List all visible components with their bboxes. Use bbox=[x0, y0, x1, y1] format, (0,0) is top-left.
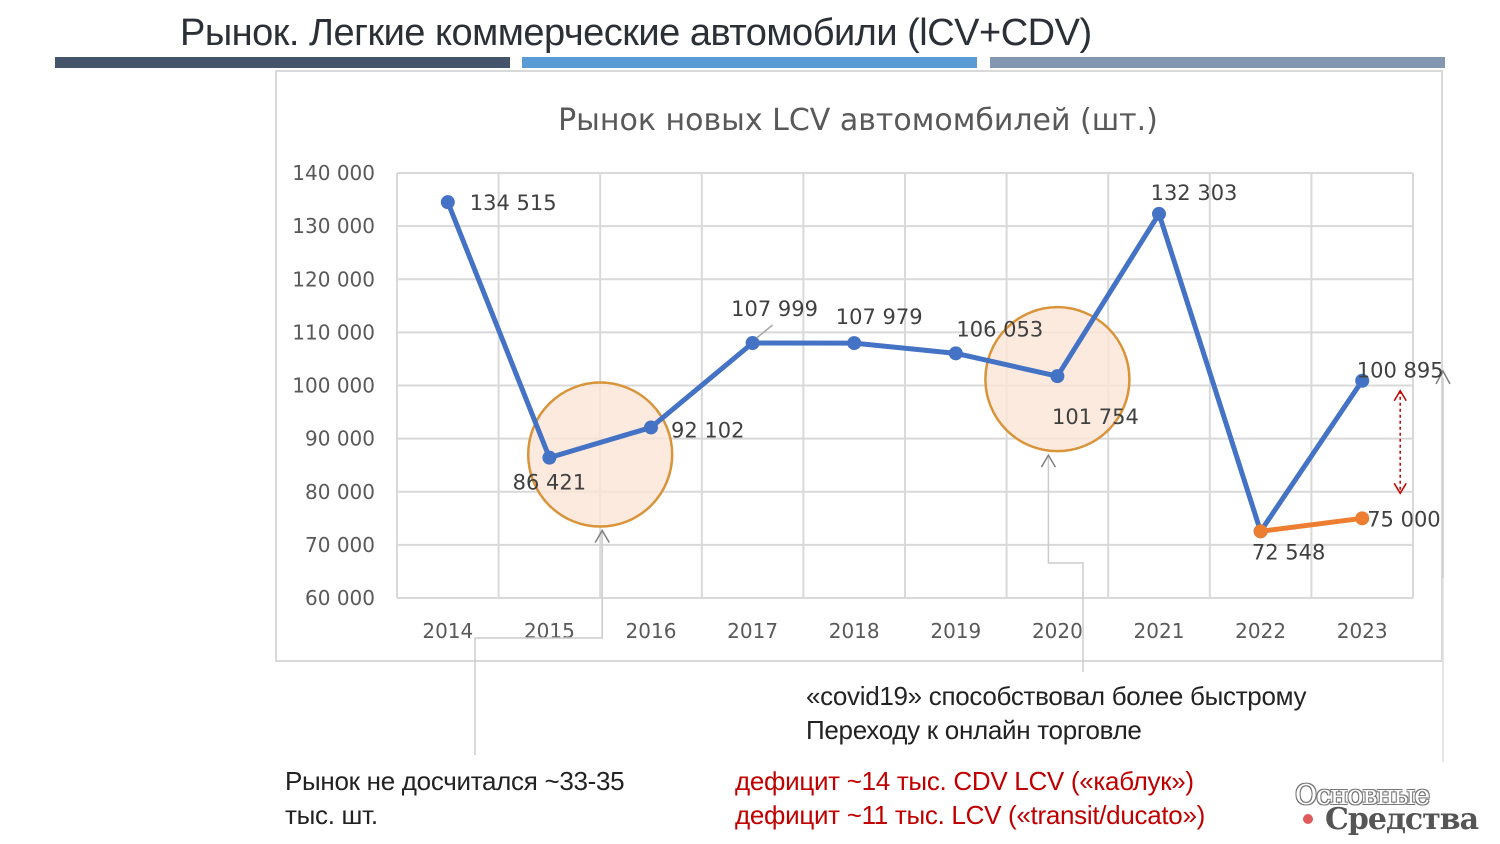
series-1-line bbox=[445, 201, 1365, 534]
series-2-point bbox=[1253, 524, 1268, 539]
title-bar-left bbox=[55, 57, 510, 68]
series-1-data-label: 132 303 bbox=[1151, 181, 1238, 205]
chart-title: Рынок новых LCV автомомбилей (шт.) bbox=[558, 103, 1158, 138]
x-tick-label: 2018 bbox=[829, 619, 880, 643]
y-tick-label: 120 000 bbox=[292, 267, 375, 291]
series-1-data-label: 107 999 bbox=[731, 297, 818, 321]
x-tick-label: 2019 bbox=[930, 619, 981, 643]
x-tick-label: 2016 bbox=[626, 619, 677, 643]
x-tick-label: 2022 bbox=[1235, 619, 1286, 643]
deficit-note-line2: дефицит ~11 тыс. LCV («transit/ducato») bbox=[735, 800, 1205, 830]
series-1-point bbox=[440, 195, 455, 210]
covid-note: «covid19» способствовал более быстрому П… bbox=[806, 679, 1371, 747]
y-tick-label: 100 000 bbox=[292, 374, 375, 398]
y-tick-label: 90 000 bbox=[305, 427, 375, 451]
x-tick-label: 2021 bbox=[1134, 619, 1185, 643]
x-tick-label: 2023 bbox=[1337, 619, 1388, 643]
series-1-data-label: 106 053 bbox=[956, 317, 1043, 341]
series-2-point bbox=[1355, 511, 1370, 526]
label-leader-line bbox=[756, 324, 774, 339]
market-shortfall-note: Рынок не досчитался ~33-35 тыс. шт. bbox=[285, 764, 675, 832]
gap-marker-arrow-top bbox=[1393, 389, 1407, 402]
deficit-note-line1: дефицит ~14 тыс. CDV LCV («каблук») bbox=[735, 766, 1194, 796]
slide-title: Рынок. Легкие коммерческие автомобили (l… bbox=[180, 12, 1092, 54]
y-tick-label: 80 000 bbox=[305, 480, 375, 504]
covid-callout-arrow bbox=[1040, 453, 1057, 468]
x-tick-label: 2015 bbox=[524, 619, 575, 643]
series-1-data-label: 100 895 bbox=[1357, 359, 1444, 383]
logo-line1: Основные bbox=[1295, 780, 1430, 811]
y-tick-label: 140 000 bbox=[292, 161, 375, 185]
series-1-data-label: 72 548 bbox=[1252, 540, 1325, 564]
logo-line2: Средства bbox=[1325, 802, 1479, 837]
y-tick-label: 70 000 bbox=[305, 533, 375, 557]
right-callout-arrow bbox=[1435, 369, 1451, 385]
series-1-data-label: 86 421 bbox=[513, 471, 586, 495]
series-1-point bbox=[542, 450, 557, 465]
market-note-line1: Рынок не досчитался ~33-35 bbox=[285, 766, 625, 796]
chart-frame bbox=[275, 70, 1443, 662]
y-tick-label: 130 000 bbox=[292, 214, 375, 238]
series-1-point bbox=[644, 420, 658, 435]
series-1-point bbox=[1355, 373, 1370, 388]
series-1-point bbox=[1050, 369, 1065, 384]
x-tick-label: 2020 bbox=[1032, 619, 1083, 643]
y-tick-label: 60 000 bbox=[305, 586, 375, 610]
title-bar-middle bbox=[522, 57, 977, 68]
market-callout-line bbox=[474, 532, 603, 755]
series-1-point bbox=[745, 336, 760, 351]
series-1-data-label: 107 979 bbox=[836, 305, 923, 329]
series-1-data-label: 101 754 bbox=[1052, 405, 1139, 429]
logo-dot bbox=[1303, 814, 1313, 824]
series-2-data-label: 75 000 bbox=[1367, 507, 1440, 531]
series-1-data-label: 134 515 bbox=[470, 191, 557, 215]
covid-note-line1: «covid19» способствовал более быстрому bbox=[806, 681, 1307, 711]
title-bar-right bbox=[990, 57, 1445, 68]
company-logo: Основные Средства bbox=[1295, 780, 1490, 837]
highlight-circle bbox=[526, 381, 674, 528]
series-2-line bbox=[1258, 515, 1365, 534]
market-callout-arrow bbox=[594, 529, 610, 543]
gap-marker-arrow-bottom bbox=[1393, 482, 1407, 495]
deficit-note: дефицит ~14 тыс. CDV LCV («каблук») дефи… bbox=[735, 764, 1275, 832]
series-1-point bbox=[1152, 206, 1166, 221]
x-tick-label: 2017 bbox=[727, 619, 778, 643]
series-1-point bbox=[948, 346, 963, 361]
market-note-line2: тыс. шт. bbox=[285, 800, 378, 830]
series-1-point bbox=[847, 336, 862, 351]
y-tick-label: 110 000 bbox=[292, 320, 375, 344]
x-tick-label: 2014 bbox=[422, 619, 473, 643]
covid-note-line2: Переходу к онлайн торговле bbox=[806, 715, 1142, 745]
series-1-data-label: 92 102 bbox=[671, 418, 744, 442]
covid-callout-line bbox=[1047, 457, 1084, 672]
